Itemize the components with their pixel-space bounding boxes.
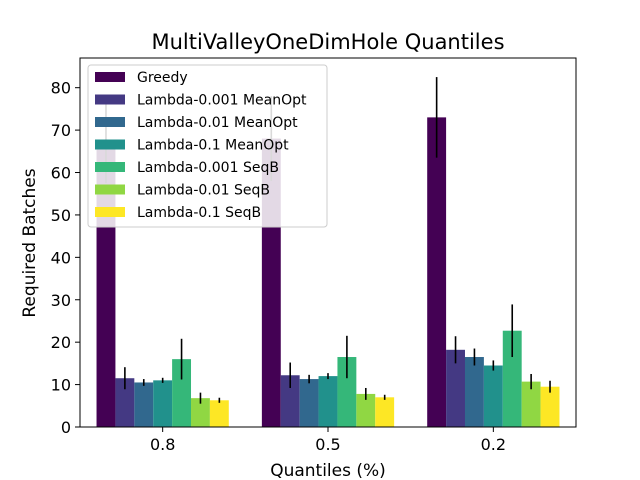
- y-tick-label: 60: [51, 164, 71, 183]
- bar: [318, 376, 338, 427]
- bar: [191, 398, 210, 427]
- bar: [299, 379, 319, 427]
- legend-swatch: [95, 162, 125, 172]
- bar: [134, 382, 154, 427]
- bar: [540, 386, 560, 427]
- axes-layer: 0 10 20 30 40 50 60 70 80 0.8 0.5 0.2: [51, 57, 577, 454]
- bar: [153, 380, 173, 427]
- y-tick-label: 20: [51, 333, 71, 352]
- legend-entry: Lambda-0.1 MeanOpt: [137, 138, 289, 154]
- y-tick-label: 10: [51, 376, 71, 395]
- legend-entry: Lambda-0.1 SeqB: [137, 205, 261, 221]
- x-axis-label: Quantiles (%): [270, 461, 386, 480]
- bars-layer: [96, 77, 560, 428]
- bar: [115, 378, 135, 427]
- chart-title: MultiValleyOneDimHole Quantiles: [151, 30, 504, 54]
- x-tick-label: 0.8: [150, 435, 175, 454]
- legend-entry: Greedy: [137, 70, 188, 86]
- x-tick-label: 0.5: [315, 435, 340, 454]
- legend-entry: Lambda-0.01 SeqB: [137, 183, 270, 199]
- bar: [172, 359, 192, 427]
- legend-entry: Lambda-0.01 MeanOpt: [137, 115, 298, 131]
- bar: [209, 400, 229, 427]
- bar: [280, 375, 300, 427]
- bar: [483, 365, 503, 427]
- legend-box: [87, 64, 328, 228]
- x-tick-label: 0.2: [481, 435, 506, 454]
- bar: [375, 397, 395, 427]
- y-tick-label: 80: [51, 79, 71, 98]
- legend-entry: Lambda-0.001 MeanOpt: [137, 93, 307, 109]
- legend-swatch: [95, 94, 125, 105]
- legend-swatch: [95, 184, 125, 195]
- bar: [356, 393, 376, 427]
- bar: [446, 349, 465, 427]
- legend-entry: Lambda-0.001 SeqB: [137, 160, 279, 176]
- y-tick-label: 0: [61, 418, 71, 437]
- legend-swatch: [95, 207, 125, 217]
- bar: [337, 357, 357, 427]
- y-tick-label: 30: [51, 291, 71, 310]
- y-tick-label: 40: [51, 248, 71, 267]
- legend-swatch: [95, 117, 125, 127]
- bar: [502, 330, 522, 427]
- y-axis-label: Required Batches: [20, 168, 40, 317]
- y-tick-label: 50: [51, 206, 71, 225]
- bar: [427, 117, 447, 428]
- legend: Greedy Lambda-0.001 MeanOpt Lambda-0.01 Me…: [87, 64, 328, 228]
- legend-swatch: [95, 72, 125, 82]
- bar: [464, 357, 484, 427]
- legend-swatch: [95, 139, 125, 150]
- bar: [521, 381, 541, 427]
- y-tick-label: 70: [51, 121, 71, 140]
